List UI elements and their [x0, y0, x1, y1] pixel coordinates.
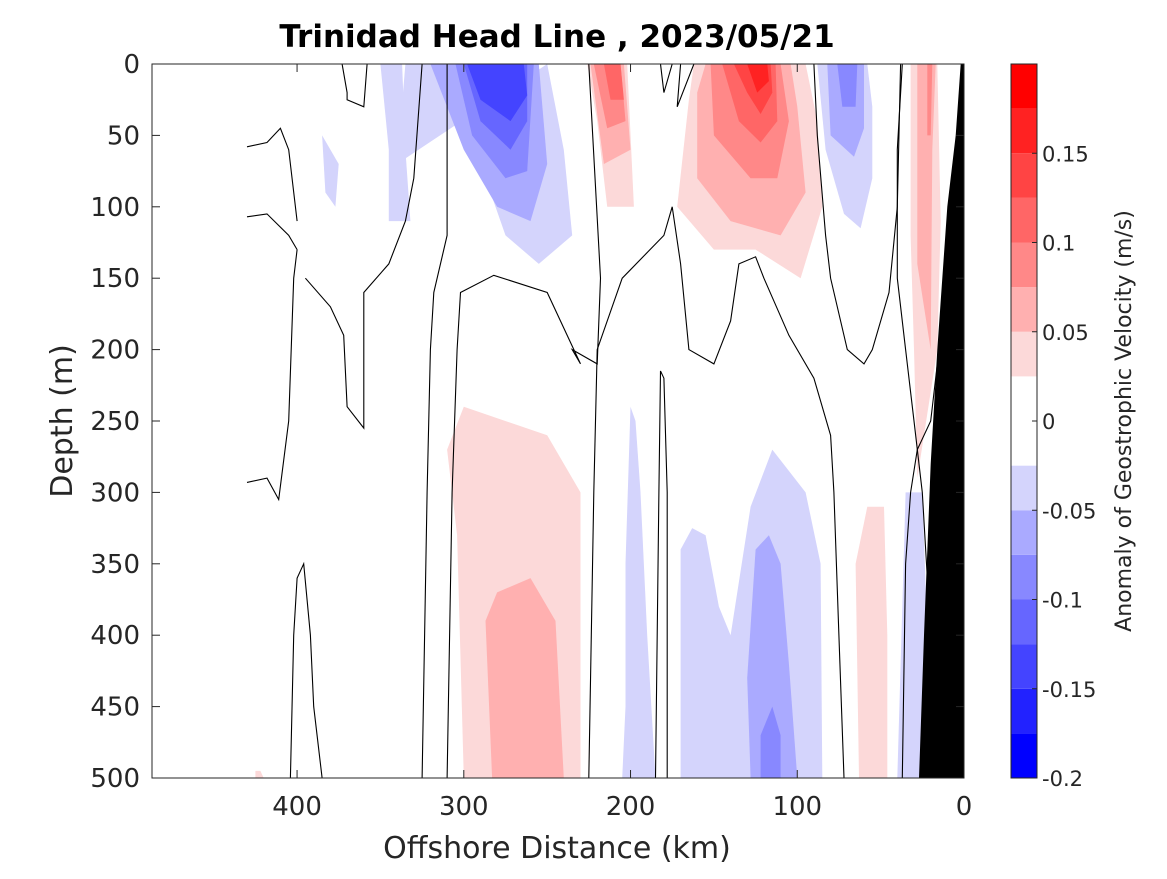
velocity-contour-region [622, 406, 656, 778]
zero-contour-line [446, 64, 602, 778]
x-axis: 400 300 200 100 0 [272, 64, 972, 822]
colorbar-tick-label: 0.05 [1042, 321, 1089, 345]
zero-contour-line [901, 349, 940, 778]
colorbar-swatch [1011, 733, 1037, 778]
colorbar-tick-label: -0.2 [1042, 767, 1083, 791]
velocity-contour-region [917, 64, 936, 350]
x-tick-label: 100 [772, 792, 822, 822]
y-axis: 0 50 100 150 200 250 300 350 400 450 500 [90, 50, 964, 794]
bathymetry-shelf [919, 64, 964, 778]
velocity-contour-region [322, 135, 339, 207]
velocity-contour-region [380, 64, 411, 222]
zero-contour-line [289, 561, 323, 778]
zero-contour-line [246, 213, 298, 250]
x-axis-label: Offshore Distance (km) [383, 831, 731, 866]
y-tick-label: 500 [90, 764, 140, 794]
colorbar: 0.15 0.1 0.05 0 -0.05 -0.1 -0.15 -0.2 [1010, 63, 1096, 791]
velocity-contour-region [760, 706, 781, 778]
colorbar-swatch [1011, 287, 1037, 332]
y-tick-label: 100 [90, 193, 140, 223]
zero-contour-line [659, 64, 673, 93]
y-axis-label: Depth (m) [45, 344, 80, 498]
zero-contour-line [654, 370, 668, 778]
y-tick-label: 150 [90, 264, 140, 294]
colorbar-swatch [1011, 644, 1037, 689]
x-tick-label: 300 [439, 792, 489, 822]
x-tick-label: 0 [956, 792, 973, 822]
y-tick-label: 400 [90, 621, 140, 651]
colorbar-swatch [1011, 688, 1037, 734]
colorbar-swatch [1011, 197, 1037, 243]
colorbar-tick-label: -0.05 [1042, 499, 1096, 523]
velocity-contour-region [485, 578, 564, 778]
y-tick-label: 200 [90, 336, 140, 366]
zero-contour-line [341, 64, 368, 108]
y-tick-label: 0 [123, 50, 140, 80]
x-tick-label: 400 [272, 792, 322, 822]
colorbar-tick-label: 0.15 [1042, 142, 1089, 166]
colorbar-swatch [1011, 331, 1037, 377]
y-tick-label: 350 [90, 550, 140, 580]
colorbar-swatch [1011, 554, 1037, 600]
zero-contour-line [246, 249, 298, 502]
colorbar-swatch [1011, 153, 1037, 198]
velocity-anomaly-fills [255, 64, 941, 778]
zero-contour-line [676, 64, 695, 107]
zero-contour-line [246, 127, 298, 222]
colorbar-tick-label: 0.1 [1042, 232, 1075, 256]
colorbar-swatch [1011, 510, 1037, 555]
chart-title: Trinidad Head Line , 2023/05/21 [279, 19, 834, 55]
velocity-contour-region [467, 64, 528, 122]
y-tick-label: 250 [90, 407, 140, 437]
velocity-contour-region [255, 770, 264, 778]
velocity-contour-region [747, 535, 798, 778]
y-tick-label: 300 [90, 478, 140, 508]
colorbar-swatch [1011, 242, 1037, 288]
zero-contour-line [588, 206, 845, 778]
zero-contour-line [813, 64, 902, 365]
velocity-contour-region [927, 64, 933, 136]
colorbar-tick-label: -0.15 [1042, 678, 1096, 702]
colorbar-tick-label: -0.1 [1042, 589, 1083, 613]
velocity-contour-region [747, 64, 769, 93]
velocity-contour-region [603, 64, 624, 100]
colorbar-swatch [1011, 599, 1037, 645]
colorbar-swatch [1011, 465, 1037, 511]
x-tick-label: 200 [606, 792, 656, 822]
plot-area [151, 63, 965, 779]
colorbar-swatch [1011, 64, 1037, 109]
velocity-contour-region [837, 64, 858, 107]
colorbar-swatch [1011, 108, 1037, 154]
colorbar-label: Anomaly of Geostrophic Velocity (m/s) [1112, 210, 1137, 632]
zero-contour-line [421, 64, 448, 778]
y-tick-label: 450 [90, 693, 140, 723]
y-tick-label: 50 [107, 121, 140, 151]
colorbar-tick-label: 0 [1042, 410, 1055, 434]
zero-contour-line [304, 64, 423, 430]
velocity-contour-region [855, 506, 888, 778]
